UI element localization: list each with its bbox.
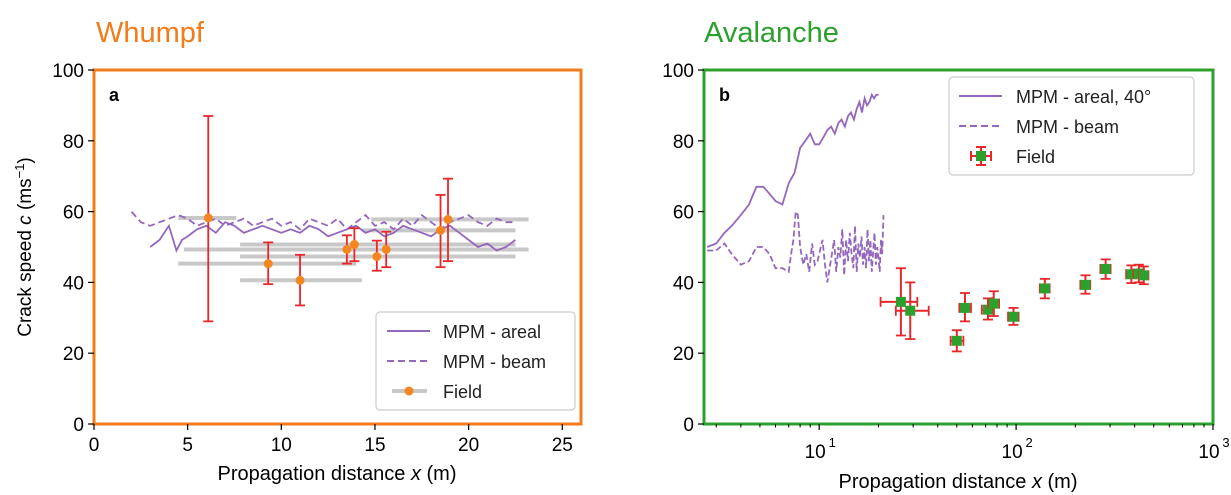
field-point (905, 305, 916, 316)
legend-field-label: Field (1016, 147, 1055, 167)
x-tick-exponent: 2 (1025, 435, 1032, 450)
y-tick-label: 100 (662, 61, 694, 82)
field-point (1039, 283, 1050, 294)
panel-b-x-axis: 10 1 10 2 10 3 (715, 424, 1230, 463)
panel-b-letter: b (719, 85, 730, 105)
y-tick-label: 80 (63, 132, 84, 153)
mpm-areal-line (149, 221, 516, 253)
panel-a-letter: a (109, 85, 120, 105)
field-point (372, 252, 382, 262)
x-tick-label: 15 (364, 435, 385, 456)
y-tick-label: 20 (673, 344, 694, 365)
x-tick-label: 0 (89, 435, 100, 456)
legend-field-label: Field (443, 382, 482, 402)
field-point (263, 259, 273, 269)
x-tick-exponent: 1 (829, 435, 836, 450)
panel-a-frame (92, 68, 583, 426)
panel-b-field-points (879, 258, 1150, 353)
field-point (381, 244, 391, 254)
panel-b-frame (702, 68, 1215, 426)
field-point (342, 244, 352, 254)
panel-b-title: Avalanche (704, 17, 839, 49)
y-tick-label: 40 (63, 273, 84, 294)
y-tick-label: 40 (673, 273, 694, 294)
panel-a-y-axis: 0 20 40 60 80 100 (52, 61, 94, 436)
field-point (895, 296, 906, 307)
x-tick-label: 10 (271, 435, 292, 456)
panel-a-title: Whumpf (96, 17, 205, 49)
field-point (951, 335, 962, 346)
field-point (1138, 270, 1149, 281)
x-tick-label: 25 (552, 435, 573, 456)
x-tick-label: 5 (182, 435, 193, 456)
panel-a-x-axis-label: Propagation distance x (m) (217, 463, 456, 485)
mpm-areal-40-line (706, 92, 879, 248)
field-point (443, 214, 453, 224)
panel-a-field-points (203, 115, 454, 323)
legend-beam-label: MPM - beam (443, 352, 546, 372)
field-point (1100, 263, 1111, 274)
field-point (1008, 311, 1019, 322)
y-tick-label: 60 (673, 203, 694, 224)
x-tick-label: 10 (1198, 442, 1219, 463)
y-tick-label: 0 (73, 415, 84, 436)
field-point (295, 275, 305, 285)
y-tick-label: 0 (683, 415, 694, 436)
y-tick-label: 60 (63, 203, 84, 224)
legend-box (948, 76, 1195, 176)
field-point (988, 298, 999, 309)
panel-a-y-axis-label: Crack speed c (ms−1) (12, 157, 36, 337)
field-point (983, 304, 994, 315)
legend-areal-label: MPM - areal (443, 322, 541, 342)
panel-b-x-axis-label: Propagation distance x (m) (838, 471, 1077, 493)
field-point (1126, 269, 1137, 280)
field-point (436, 225, 446, 235)
field-point (203, 213, 213, 223)
legend-beam-label: MPM - beam (1016, 117, 1119, 137)
legend-field-marker (976, 151, 986, 161)
mpm-beam-line (707, 208, 885, 283)
panel-b-mpm-lines (706, 92, 885, 283)
x-tick-label: 10 (1002, 442, 1023, 463)
field-point (1080, 279, 1091, 290)
y-tick-label: 80 (673, 132, 694, 153)
field-point (959, 302, 970, 313)
legend-field-errorbar-swatch (970, 146, 992, 166)
field-point (349, 240, 359, 250)
legend-areal40-label: MPM - areal, 40° (1016, 87, 1151, 107)
panel-b-legend: MPM - areal, 40° MPM - beam Field (948, 76, 1195, 176)
x-tick-label: 10 (805, 442, 826, 463)
legend-box (375, 311, 576, 411)
panel-b-y-axis: 0 20 40 60 80 100 (662, 61, 704, 436)
panel-a: Whumpf a 0 20 40 60 80 100 0 5 10 15 20 25 MPM - a… (12, 17, 583, 485)
x-tick-exponent: 3 (1222, 435, 1229, 450)
y-tick-label: 100 (52, 61, 84, 82)
panel-a-legend: MPM - areal MPM - beam Field (375, 311, 576, 411)
legend-field-marker (404, 386, 414, 396)
x-tick-label: 20 (458, 435, 479, 456)
y-tick-label: 20 (63, 344, 84, 365)
panel-a-x-axis: 0 5 10 15 20 25 (89, 424, 573, 456)
